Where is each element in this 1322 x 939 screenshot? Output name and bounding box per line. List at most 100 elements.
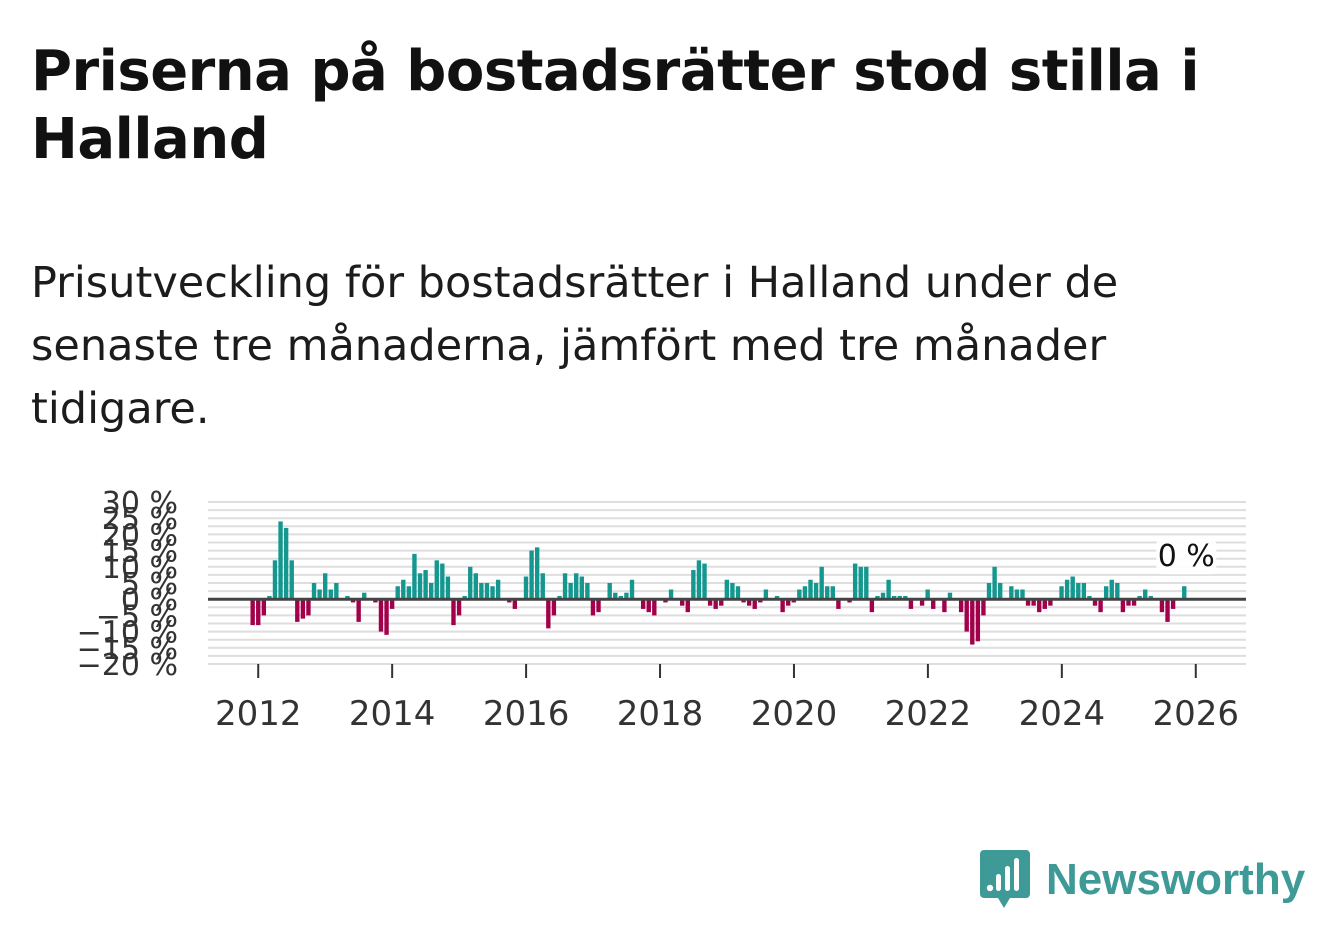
bar [1048,599,1053,606]
bar [590,599,596,616]
bar [401,579,406,600]
y-tick-label: 30 % [102,486,178,521]
bar [300,599,306,619]
bar [830,586,836,600]
bar [741,599,746,603]
newsworthy-logo-text: Newsworthy [1046,855,1306,904]
bar [1037,599,1042,613]
bar [819,566,824,600]
y-axis-ticks: −20 %−15 %−10 %−5 %0 %5 %10 %15 %20 %25 … [77,486,178,683]
bar [652,599,657,616]
bar [1103,586,1109,600]
bar [607,583,612,600]
bar [986,583,992,600]
bar [925,589,930,600]
bar [958,599,964,613]
bar [947,592,953,600]
bar [451,599,456,626]
bar [468,566,473,600]
bar [1025,599,1031,606]
bar [484,583,490,600]
bar [613,592,618,600]
bar [858,566,863,600]
chart-title: Priserna på bostadsrätter stod stilla i … [31,39,1200,172]
bar [323,573,328,600]
y-tick-label: 0 % [121,583,178,618]
y-tick-label: −10 % [77,616,178,651]
bar [1087,595,1092,600]
bar [1064,579,1070,600]
bar [892,595,897,600]
bar [997,583,1003,600]
x-tick-label: 2026 [1153,694,1240,734]
bar [440,563,445,600]
bar [702,563,707,600]
bar [813,583,819,600]
bar [1042,599,1047,609]
bar [802,586,808,600]
bar [256,599,261,626]
bar [1182,586,1187,600]
x-tick-label: 2014 [349,694,436,734]
bar [836,599,841,609]
bar [1020,589,1025,600]
bar [540,573,545,600]
bar [1170,599,1176,609]
y-tick-label: 25 % [102,502,178,537]
bar [668,589,674,600]
bar [847,599,852,603]
bar [250,599,255,626]
bar [735,586,741,600]
bar [908,599,914,609]
bar [1098,599,1103,613]
bar [786,599,791,606]
bar [618,595,624,600]
bar [473,573,478,600]
bar [763,589,769,600]
bar [685,599,690,613]
bar [724,579,730,600]
bar [1159,599,1165,613]
bar [992,566,997,600]
bar [1081,583,1087,600]
bar [719,599,724,606]
bar [707,599,713,606]
bar [713,599,718,609]
bar [317,589,322,600]
bar [1092,599,1098,606]
bar [1109,579,1114,600]
callout-background [1156,540,1217,575]
bar [456,599,462,616]
y-tick-label: 20 % [102,518,178,553]
bar [903,595,908,600]
bar [691,570,696,600]
bar [562,573,568,600]
bar [942,599,947,613]
bar [852,563,858,600]
y-tick-label: −20 % [77,648,178,683]
bar [780,599,785,613]
bar [579,576,584,600]
y-tick-label: 10 % [102,551,178,586]
x-axis-ticks: 2012 2014 2016 2018 2020 2022 2024 2026 [215,664,1239,734]
newsworthy-logo-icon [980,850,1030,908]
bar [730,583,735,600]
bar [574,573,579,600]
bar [534,547,540,600]
bar [395,586,400,600]
bar [495,579,501,600]
bar [752,599,757,609]
x-tick-label: 2016 [483,694,570,734]
bar [306,599,311,616]
x-tick-label: 2012 [215,694,302,734]
bar [289,560,294,600]
bar [1070,576,1075,600]
bar [295,599,300,622]
bar [869,599,875,613]
bar [774,595,780,600]
bar [1031,599,1036,606]
bar [886,579,891,600]
x-tick-label: 2024 [1019,694,1106,734]
last-value-callout: 0 % [1156,539,1217,575]
bar [585,583,590,600]
